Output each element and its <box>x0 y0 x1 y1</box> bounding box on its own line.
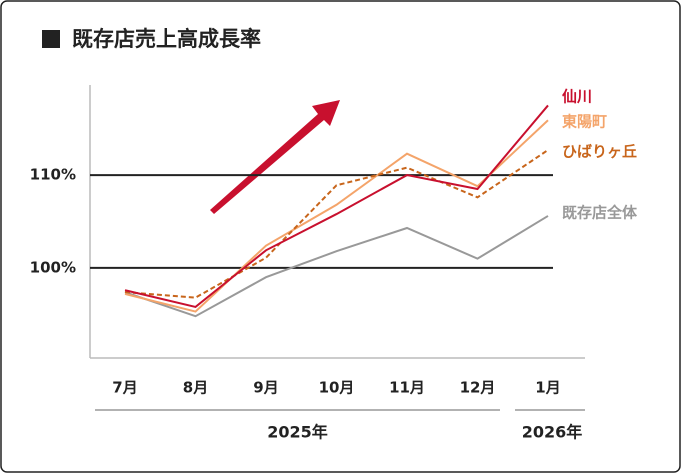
x-group-label: 2026年 <box>522 423 583 442</box>
series-line <box>124 149 549 299</box>
y-tick-label: 100% <box>30 258 76 276</box>
x-tick-label: 12月 <box>460 379 496 397</box>
legend-label: 仙川 <box>562 88 592 106</box>
chart-title: 既存店売上高成長率 <box>72 27 261 51</box>
legend-label: 既存店全体 <box>562 204 638 222</box>
series-line <box>124 119 549 313</box>
series-line <box>124 104 549 309</box>
title-bullet <box>42 30 60 48</box>
x-tick-label: 7月 <box>112 379 137 397</box>
legend-label: ひばりヶ丘 <box>562 143 637 161</box>
series-line <box>124 215 549 318</box>
x-tick-label: 8月 <box>183 379 208 397</box>
x-group-label: 2025年 <box>267 423 328 442</box>
x-tick-label: 1月 <box>535 379 560 397</box>
x-tick-label: 10月 <box>319 379 355 397</box>
x-tick-label: 9月 <box>253 379 278 397</box>
x-tick-label: 11月 <box>389 379 425 397</box>
trend-arrow <box>210 100 340 214</box>
y-tick-label: 110% <box>30 166 76 184</box>
legend-label: 東陽町 <box>562 113 607 131</box>
